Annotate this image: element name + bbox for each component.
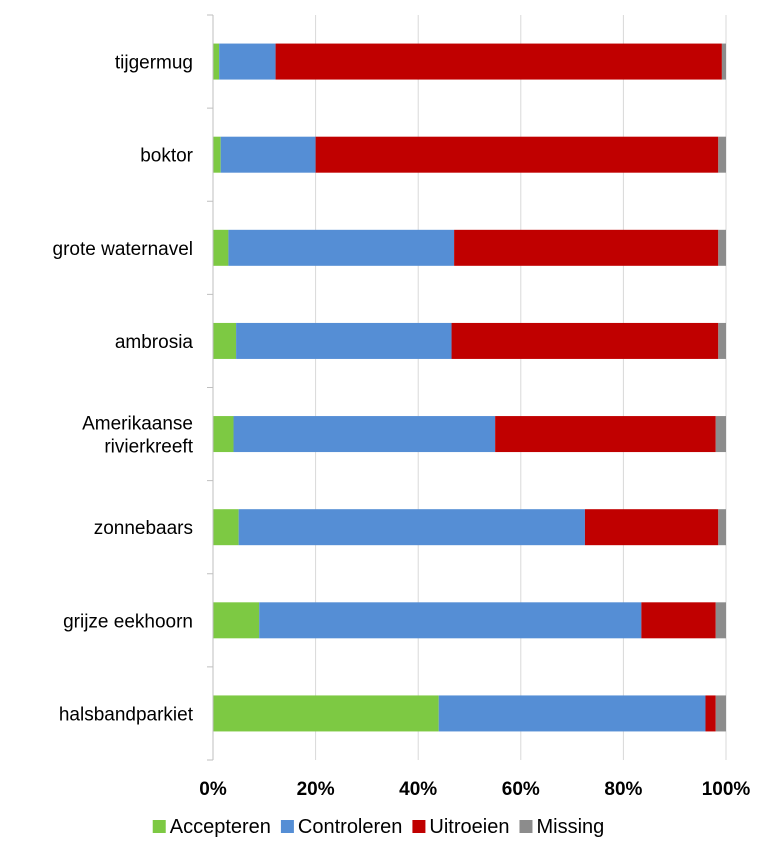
bar-segment-accepteren <box>213 416 234 453</box>
category-label: grote waternavel <box>53 239 193 260</box>
bar-segment-accepteren <box>213 695 439 732</box>
bar-segment-accepteren <box>213 136 221 173</box>
bar-segment-controleren <box>233 416 496 453</box>
bar-segment-missing <box>718 136 726 173</box>
category-label: rivierkreeft <box>104 437 193 458</box>
x-tick-label: 40% <box>399 779 437 800</box>
bar-segment-accepteren <box>213 229 229 266</box>
x-tick-label: 60% <box>502 779 540 800</box>
legend-swatch <box>519 820 533 833</box>
bar-segment-uitroeien <box>275 43 722 80</box>
bar-segment-accepteren <box>213 322 237 359</box>
bar-segment-uitroeien <box>454 229 719 266</box>
category-labels: tijgermug boktor grote waternavel ambrosia A… <box>53 53 194 726</box>
category-label: Amerikaanse <box>82 414 193 435</box>
legend-swatch <box>152 820 166 833</box>
category-label: ambrosia <box>115 332 194 353</box>
bar-segment-controleren <box>236 322 452 359</box>
bar-segment-uitroeien <box>705 695 716 732</box>
bar-segment-controleren <box>228 229 455 266</box>
legend-label: Accepteren <box>170 816 271 838</box>
bar-segment-missing <box>715 416 726 453</box>
bar-segment-missing <box>718 229 726 266</box>
bar-segment-accepteren <box>213 509 239 546</box>
category-label: boktor <box>140 146 193 167</box>
bar-segment-missing <box>721 43 726 80</box>
category-label: grijze eekhoorn <box>63 611 193 632</box>
bar-segment-controleren <box>219 43 276 80</box>
bar-segment-controleren <box>220 136 316 173</box>
x-tick-label: 20% <box>297 779 335 800</box>
legend-label: Uitroeien <box>429 816 509 838</box>
x-tick-label: 80% <box>604 779 642 800</box>
bar-segment-uitroeien <box>315 136 719 173</box>
axes <box>207 14 214 761</box>
category-label: tijgermug <box>115 53 193 74</box>
bar-segment-controleren <box>238 509 585 546</box>
legend: Accepteren Controleren Uitroeien Missing <box>152 816 604 838</box>
legend-swatch <box>280 820 294 833</box>
x-tick-label: 0% <box>199 779 227 800</box>
bar-segment-uitroeien <box>451 322 719 359</box>
bar-segment-accepteren <box>213 43 220 80</box>
bar-segment-uitroeien <box>584 509 719 546</box>
category-label: zonnebaars <box>94 518 193 539</box>
bars <box>213 43 726 732</box>
bar-segment-accepteren <box>213 602 260 639</box>
bar-segment-uitroeien <box>495 416 716 453</box>
bar-segment-controleren <box>259 602 642 639</box>
x-tick-label: 100% <box>702 779 751 800</box>
legend-swatch <box>412 820 426 833</box>
bar-segment-missing <box>715 695 726 732</box>
bar-segment-controleren <box>438 695 706 732</box>
bar-segment-missing <box>718 322 726 359</box>
legend-label: Controleren <box>298 816 403 838</box>
bar-segment-uitroeien <box>641 602 716 639</box>
gridlines <box>315 15 727 760</box>
bar-segment-missing <box>715 602 726 639</box>
category-label: halsbandparkiet <box>59 704 194 725</box>
bar-segment-missing <box>718 509 726 546</box>
x-tick-labels: 0% 20% 40% 60% 80% 100% <box>199 779 750 800</box>
legend-label: Missing <box>536 816 604 838</box>
